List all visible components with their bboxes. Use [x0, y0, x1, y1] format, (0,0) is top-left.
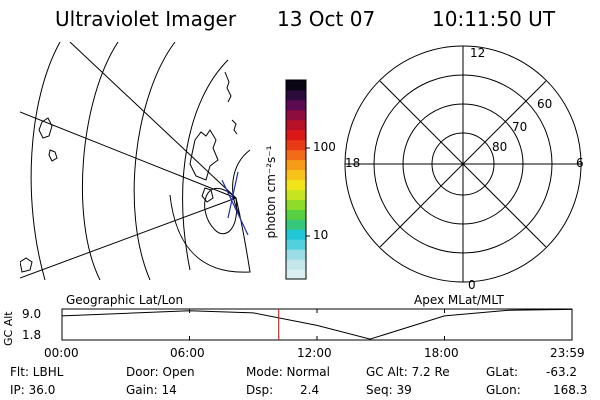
colorbar-frame: [285, 79, 307, 280]
gc-alt-label: GC Alt: 7.2 Re: [366, 365, 450, 379]
glon-label: GLon:: [486, 383, 521, 397]
coastline: [38, 117, 53, 139]
dsp-value: 2.4: [300, 383, 320, 397]
coastline: [231, 119, 238, 135]
mode-label: Mode: Normal: [246, 365, 330, 379]
door-label: Door: Open: [126, 365, 195, 379]
date-label: 13 Oct 07: [277, 7, 376, 31]
altitude-curve: [61, 308, 572, 340]
timeline-x-tick: 06:00: [170, 346, 205, 360]
geographic-caption: Geographic Lat/Lon: [66, 293, 184, 307]
glon-value: 168.3: [553, 383, 588, 397]
colorbar-segment: [286, 169, 306, 180]
colorbar-segment: [286, 189, 306, 200]
color-scale-bar: [285, 79, 310, 280]
colorbar-segment: [286, 249, 306, 260]
timeline-y-bottom: 1.8: [22, 328, 42, 342]
apex-caption: Apex MLat/MLT: [414, 293, 504, 307]
latitude-circle: [30, 42, 61, 280]
geographic-map: [20, 42, 251, 280]
colorbar-segment: [286, 119, 306, 131]
timeline-x-tick: 23:59: [550, 346, 585, 360]
coastline: [201, 187, 214, 203]
colorbar-segment: [286, 199, 306, 210]
colorbar-segment: [286, 80, 306, 91]
altitude-timeline: [61, 308, 573, 341]
mlat-label-70: 70: [512, 120, 528, 134]
coastline: [48, 149, 58, 162]
timeline-y-top: 9.0: [22, 307, 42, 321]
colorbar-segment: [286, 229, 306, 240]
instrument-title: Ultraviolet Imager: [55, 7, 237, 31]
coastline: [20, 257, 33, 273]
mlt-label-12: 12: [470, 46, 486, 60]
colorbar-segment: [286, 219, 306, 230]
colorbar-segment: [286, 149, 306, 161]
timeline-frame: [61, 308, 573, 341]
glat-value: -63.2: [546, 365, 578, 379]
colorbar-segment: [286, 129, 306, 141]
mlat-label-80: 80: [492, 140, 508, 154]
colorbar-unit-label: photon cm⁻²s⁻¹: [264, 145, 278, 239]
coastline: [224, 71, 232, 103]
coastline: [189, 129, 219, 181]
mlt-label-18: 18: [345, 156, 361, 170]
colorbar-segment: [286, 239, 306, 250]
colorbar-segment: [286, 159, 306, 171]
longitude-line: [69, 42, 237, 199]
colorbar-segment: [286, 269, 306, 280]
colorbar-segment: [286, 259, 306, 270]
mlt-line-diagonal: [379, 80, 547, 248]
colorbar-segment: [286, 99, 306, 111]
orbit-trace: [227, 171, 239, 219]
latitude-circle: [169, 194, 251, 273]
latitude-circle: [133, 42, 176, 280]
mlt-label-0: 0: [468, 278, 476, 292]
colorbar-segment: [286, 209, 306, 220]
seq-label: Seq: 39: [366, 383, 412, 397]
latitude-circle: [182, 59, 229, 271]
latitude-circle: [204, 187, 238, 235]
colorbar-segment: [286, 179, 306, 190]
time-label: 10:11:50 UT: [432, 7, 556, 31]
filter-label: Flt: LBHL: [10, 365, 64, 379]
latitude-circle: [81, 42, 119, 280]
gain-label: Gain: 14: [126, 383, 177, 397]
colorbar-segment: [286, 109, 306, 121]
timeline-x-tick: 12:00: [297, 346, 332, 360]
colorbar-tick-100: 100: [313, 140, 336, 154]
timeline-ticks: [61, 309, 573, 340]
dsp-label: Dsp:: [246, 383, 274, 397]
longitude-line: [20, 111, 237, 199]
timeline-x-tick: 18:00: [424, 346, 459, 360]
ip-label: IP: 36.0: [10, 383, 56, 397]
longitude-line: [20, 197, 237, 279]
glat-label: GLat:: [486, 365, 519, 379]
timeline-x-tick: 00:00: [44, 346, 79, 360]
mlat-label-60: 60: [537, 97, 553, 111]
apex-polar-plot: [344, 45, 582, 283]
timeline-ylabel: GC Alt: [2, 311, 15, 346]
colorbar-tick-10: 10: [313, 228, 329, 242]
orbit-trace: [221, 179, 249, 236]
colorbar-segment: [286, 139, 306, 151]
colorbar-segment: [286, 89, 306, 101]
mlt-label-6: 6: [576, 156, 584, 170]
